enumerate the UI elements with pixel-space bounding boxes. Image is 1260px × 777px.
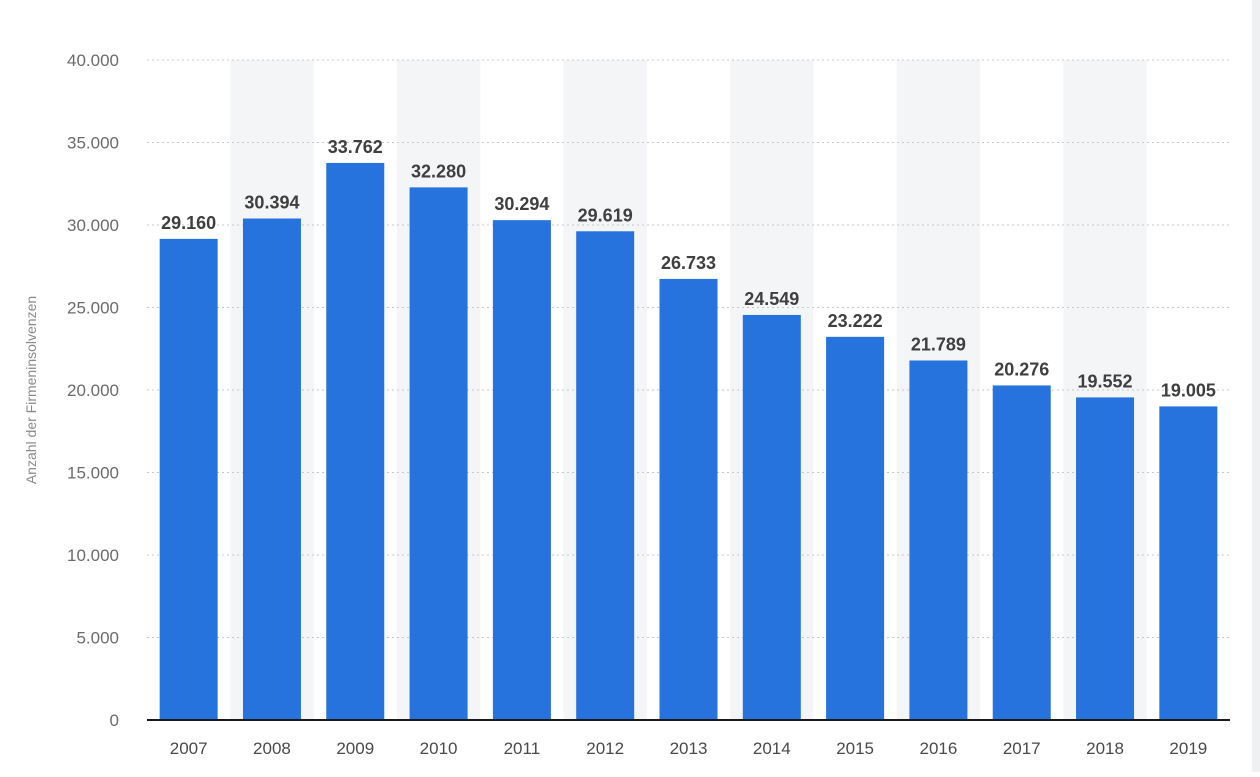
bar <box>1159 406 1218 720</box>
x-tick-label: 2007 <box>170 739 208 758</box>
data-label: 24.549 <box>744 289 799 309</box>
bar <box>492 220 551 721</box>
data-label: 20.276 <box>994 359 1049 379</box>
data-label: 29.619 <box>578 205 633 225</box>
data-label: 21.789 <box>911 334 966 354</box>
x-tick-label: 2009 <box>336 739 374 758</box>
bar <box>326 162 385 720</box>
y-tick-label: 20.000 <box>67 381 119 400</box>
y-tick-label: 25.000 <box>67 299 119 318</box>
data-labels: 29.160 30.394 33.762 32.280 30.294 29.619 26.7… <box>161 137 1216 400</box>
y-tick-label: 15.000 <box>67 464 119 483</box>
bar <box>409 187 468 720</box>
data-label: 23.222 <box>828 311 883 331</box>
data-label: 19.005 <box>1161 380 1216 400</box>
y-tick-label: 5.000 <box>76 629 119 648</box>
bar <box>826 336 885 720</box>
data-label: 26.733 <box>661 253 716 273</box>
x-tick-label: 2018 <box>1086 739 1124 758</box>
bar <box>159 238 218 721</box>
x-tick-label: 2019 <box>1169 739 1207 758</box>
y-axis-label: Anzahl der Firmeninsolvenzen <box>23 296 39 484</box>
data-label: 33.762 <box>328 137 383 157</box>
y-tick-label: 10.000 <box>67 546 119 565</box>
data-label: 19.552 <box>1078 371 1133 391</box>
bar <box>742 314 801 720</box>
data-label: 30.294 <box>494 194 549 214</box>
bars <box>159 162 1218 721</box>
bar <box>659 278 718 720</box>
bar <box>909 360 968 720</box>
y-tick-label: 35.000 <box>67 134 119 153</box>
x-tick-label: 2017 <box>1003 739 1041 758</box>
data-label: 32.280 <box>411 161 466 181</box>
x-tick-label: 2010 <box>420 739 458 758</box>
y-tick-label: 0 <box>110 711 119 730</box>
bar <box>242 218 301 720</box>
x-tick-label: 2015 <box>836 739 874 758</box>
y-tick-label: 30.000 <box>67 216 119 235</box>
scrollbar-edge <box>1252 0 1260 772</box>
x-tick-label: 2008 <box>253 739 291 758</box>
x-tick-label: 2016 <box>920 739 958 758</box>
y-axis-ticks: 0 5.000 10.000 15.000 20.000 25.000 30.000 35.0… <box>67 51 119 730</box>
bar <box>1076 397 1135 720</box>
x-tick-label: 2013 <box>670 739 708 758</box>
x-tick-label: 2012 <box>586 739 624 758</box>
data-label: 29.160 <box>161 213 216 233</box>
x-axis-ticks: 2007 2008 2009 2010 2011 2012 2013 2014 2015 2016… <box>170 739 1208 758</box>
bar <box>576 231 635 720</box>
x-tick-label: 2011 <box>504 739 541 758</box>
data-label: 30.394 <box>244 192 299 212</box>
x-tick-label: 2014 <box>753 739 791 758</box>
y-tick-label: 40.000 <box>67 51 119 70</box>
bar <box>992 385 1051 720</box>
